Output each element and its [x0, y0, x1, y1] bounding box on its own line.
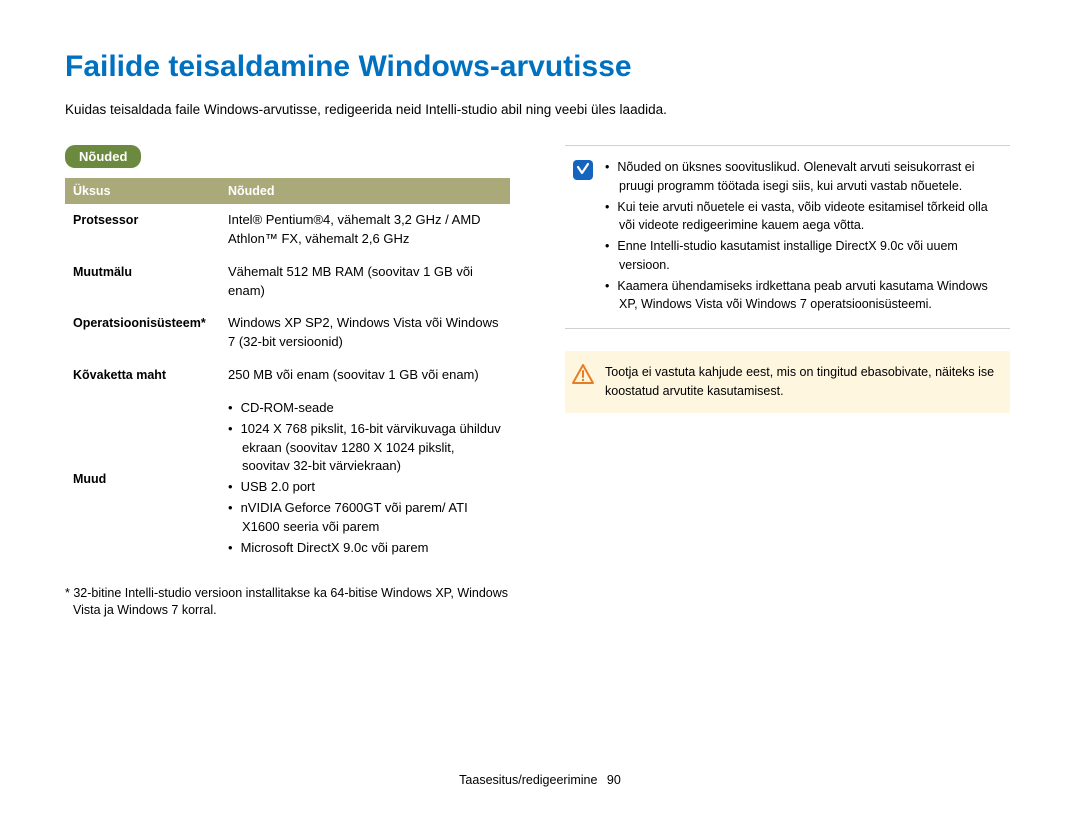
warning-icon [571, 363, 595, 387]
table-row: Muud CD-ROM-seade 1024 X 768 pikslit, 16… [65, 392, 510, 567]
page-title: Failide teisaldamine Windows-arvutisse [65, 50, 1020, 84]
right-column: Nõuded on üksnes soovituslikud. Oleneval… [565, 145, 1010, 620]
table-row: Muutmälu Vähemalt 512 MB RAM (soovitav 1… [65, 256, 510, 308]
row-value: 250 MB või enam (soovitav 1 GB või enam) [220, 359, 510, 392]
warning-text: Tootja ei vastuta kahjude eest, mis on t… [605, 363, 1000, 401]
list-item: USB 2.0 port [228, 478, 502, 497]
footnote: * 32-bitine Intelli-studio versioon inst… [65, 585, 510, 620]
footer-section: Taasesitus/redigeerimine [459, 773, 597, 787]
row-label: Operatsioonisüsteem* [65, 307, 220, 359]
list-item: 1024 X 768 pikslit, 16-bit värvikuvaga ü… [228, 420, 502, 477]
warning-box: Tootja ei vastuta kahjude eest, mis on t… [565, 351, 1010, 413]
row-label: Protsessor [65, 204, 220, 256]
row-value: Windows XP SP2, Windows Vista või Window… [220, 307, 510, 359]
list-item: Enne Intelli-studio kasutamist installig… [605, 237, 1000, 275]
list-item: CD-ROM-seade [228, 399, 502, 418]
table-row: Kõvaketta maht 250 MB või enam (soovitav… [65, 359, 510, 392]
page-footer: Taasesitus/redigeerimine 90 [0, 773, 1080, 787]
row-label: Muutmälu [65, 256, 220, 308]
row-label: Muud [65, 392, 220, 567]
footer-page-number: 90 [607, 773, 621, 787]
requirements-badge: Nõuded [65, 145, 141, 168]
table-row: Protsessor Intel® Pentium®4, vähemalt 3,… [65, 204, 510, 256]
table-row: Operatsioonisüsteem* Windows XP SP2, Win… [65, 307, 510, 359]
row-value: Intel® Pentium®4, vähemalt 3,2 GHz / AMD… [220, 204, 510, 256]
table-header-req: Nõuded [220, 178, 510, 204]
list-item: Kui teie arvuti nõuetele ei vasta, võib … [605, 198, 1000, 236]
left-column: Nõuded Üksus Nõuded Protsessor Intel® Pe… [65, 145, 510, 620]
table-header-item: Üksus [65, 178, 220, 204]
list-item: Microsoft DirectX 9.0c või parem [228, 539, 502, 558]
requirements-table: Üksus Nõuded Protsessor Intel® Pentium®4… [65, 178, 510, 567]
list-item: nVIDIA Geforce 7600GT või parem/ ATI X16… [228, 499, 502, 537]
content-columns: Nõuded Üksus Nõuded Protsessor Intel® Pe… [65, 145, 1020, 620]
other-list: CD-ROM-seade 1024 X 768 pikslit, 16-bit … [228, 399, 502, 558]
note-box: Nõuded on üksnes soovituslikud. Oleneval… [565, 145, 1010, 329]
note-icon [571, 158, 595, 182]
intro-text: Kuidas teisaldada faile Windows-arvutiss… [65, 102, 1020, 117]
row-label: Kõvaketta maht [65, 359, 220, 392]
list-item: Kaamera ühendamiseks irdkettana peab arv… [605, 277, 1000, 315]
row-value: CD-ROM-seade 1024 X 768 pikslit, 16-bit … [220, 392, 510, 567]
row-value: Vähemalt 512 MB RAM (soovitav 1 GB või e… [220, 256, 510, 308]
note-list: Nõuded on üksnes soovituslikud. Oleneval… [605, 158, 1000, 316]
list-item: Nõuded on üksnes soovituslikud. Oleneval… [605, 158, 1000, 196]
